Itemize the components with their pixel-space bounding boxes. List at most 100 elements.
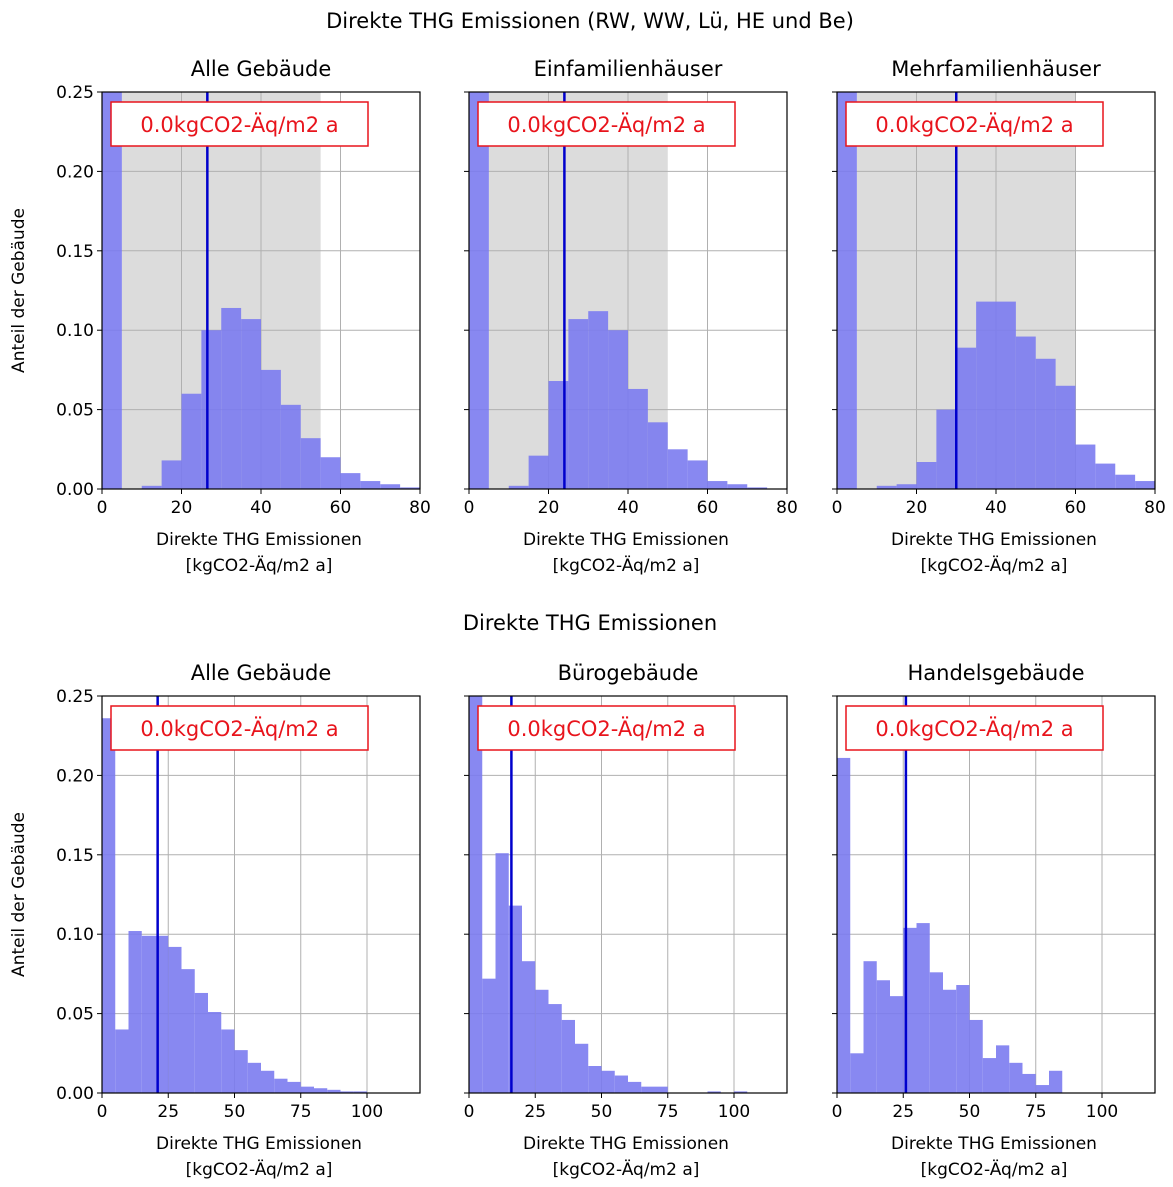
panel-5: 0 25 50 75 100 Bürogebäude Direkte THG Emissio… [464,661,788,1180]
histogram-bar [482,978,496,1093]
x-tick-label: 0 [464,498,475,518]
y-tick-label: 0.15 [56,846,94,866]
x-axis-label: Direkte THG Emissionen [156,530,362,550]
x-tick-label: 100 [718,1102,750,1122]
axes-frame [468,695,788,1094]
panel-title: Bürogebäude [558,661,699,685]
x-tick-label: 75 [1025,1102,1047,1122]
annotation-box: 0.0kgCO2-Äq/m2 a [110,705,369,751]
histogram-bar [528,455,549,489]
histogram-bar [548,1004,562,1093]
histogram-bar [469,696,483,1093]
panel-title: Mehrfamilienhäuser [891,57,1101,81]
histogram-bar [956,985,970,1093]
y-tick-label: 0.10 [56,925,94,945]
histogram-bar [181,393,202,489]
x-axis-label: Direkte THG Emissionen [523,530,729,550]
y-tick-label: 0.20 [56,766,94,786]
panel-title: Alle Gebäude [191,661,332,685]
histogram-bar [234,1050,248,1093]
x-tick-label: 25 [157,1102,179,1122]
histogram-bar [161,460,182,489]
x-axis-unit-label: [kgCO2-Äq/m2 a] [553,1159,700,1180]
x-axis-label: Direkte THG Emissionen [523,1134,729,1154]
histogram-bar [1135,481,1155,489]
x-axis-unit-label: [kgCO2-Äq/m2 a] [921,555,1068,576]
x-axis-label: Direkte THG Emissionen [156,1134,362,1154]
histogram-bar [837,92,857,489]
histogram-bar [890,996,904,1093]
histogram-bar [102,92,122,489]
histogram-bar [115,1029,129,1093]
x-tick-label: 25 [892,1102,914,1122]
histogram-bar [102,718,116,1093]
panel-3: 0 20 40 60 80 Mehrfamilienhäuser Direkte THG E… [832,57,1166,576]
y-tick-label: 0.15 [56,242,94,262]
annotation-text: 0.0kgCO2-Äq/m2 a [507,112,705,137]
annotation-text: 0.0kgCO2-Äq/m2 a [875,716,1073,741]
histogram-bar [916,462,937,489]
histogram-bar [747,487,768,489]
histogram-bar [850,1053,864,1093]
histogram-bar [221,1029,235,1093]
x-tick-label: 80 [1144,498,1166,518]
histogram-bar [247,1062,261,1093]
x-tick-label: 0 [97,1102,108,1122]
histogram-bar [956,347,977,489]
x-tick-label: 0 [464,1102,475,1122]
histogram-bar [280,404,301,489]
histogram-bar [561,1019,575,1093]
histogram-bar [380,484,401,489]
histogram-bar [141,485,162,489]
panel-6: 0 25 50 75 100 Handelsgebäude Direkte THG Emis… [832,661,1156,1180]
x-tick-label: 50 [959,1102,981,1122]
annotation-box: 0.0kgCO2-Äq/m2 a [845,101,1104,147]
histogram-bar [667,449,688,489]
histogram-bar [208,1012,222,1093]
histogram-bar [588,1066,602,1093]
x-tick-label: 60 [1065,498,1087,518]
panel-title: Alle Gebäude [191,57,332,81]
histogram-bar [141,935,155,1093]
histogram-bar [181,969,195,1093]
histogram-bar [535,989,549,1093]
histogram-bar [707,1091,721,1093]
x-tick-label: 80 [409,498,431,518]
y-tick-label: 0.20 [56,162,94,182]
x-tick-label: 20 [538,498,560,518]
x-tick-label: 0 [97,498,108,518]
annotation-text: 0.0kgCO2-Äq/m2 a [140,716,338,741]
histogram-bar [287,1081,301,1093]
x-tick-label: 60 [330,498,352,518]
x-tick-label: 100 [1086,1102,1118,1122]
axes-frame [101,695,421,1094]
annotation-text: 0.0kgCO2-Äq/m2 a [140,112,338,137]
x-tick-label: 75 [657,1102,679,1122]
histogram-bar [896,484,917,489]
annotation-box: 0.0kgCO2-Äq/m2 a [477,705,736,751]
x-tick-label: 80 [776,498,798,518]
histogram-bar [707,481,728,489]
histogram-bar [360,481,381,489]
histogram-bar [575,1043,589,1093]
histogram-bar [929,972,943,1093]
histogram-bar [241,319,261,489]
x-tick-label: 20 [906,498,928,518]
x-tick-label: 0 [832,498,843,518]
annotation-text: 0.0kgCO2-Äq/m2 a [875,112,1073,137]
histogram-bar [654,1086,668,1093]
histogram-bar [1115,474,1136,489]
x-tick-label: 0 [832,1102,843,1122]
histogram-bar [614,1075,628,1093]
x-tick-label: 50 [591,1102,613,1122]
suptitle-bottom: Direkte THG Emissionen [463,611,717,635]
histogram-bar [876,485,897,489]
x-tick-label: 75 [290,1102,312,1122]
annotation-text: 0.0kgCO2-Äq/m2 a [507,716,705,741]
x-tick-label: 40 [617,498,639,518]
histogram-bar [916,923,930,1093]
y-tick-label: 0.25 [56,83,94,103]
histogram-bar [863,961,877,1093]
y-tick-label: 0.10 [56,321,94,341]
histogram-bar [876,980,890,1093]
